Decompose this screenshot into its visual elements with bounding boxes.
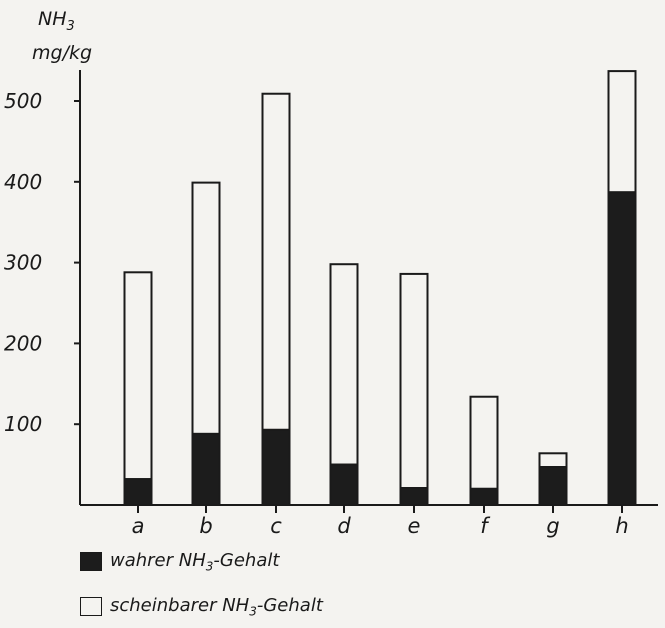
x-label-b: b — [199, 514, 212, 538]
x-label-h: h — [615, 514, 628, 538]
bar-true-c — [261, 428, 291, 506]
y-tick-label-300: 300 — [4, 251, 42, 275]
y-axis-title-sub: 3 — [66, 18, 75, 34]
bar-true-g — [538, 466, 568, 506]
x-label-g: g — [546, 514, 559, 538]
x-label-a: a — [132, 514, 145, 538]
legend-swatch-light — [80, 597, 102, 617]
y-tick-label-100: 100 — [4, 412, 42, 436]
bar-apparent-f — [469, 395, 499, 490]
bar-apparent-a — [123, 271, 153, 481]
bar-true-e — [399, 487, 429, 507]
legend-label-apparent: scheinbarer NH3-Gehalt — [110, 595, 323, 619]
bar-true-f — [469, 487, 499, 506]
x-label-c: c — [270, 514, 282, 538]
legend-item-true: wahrer NH3-Gehalt — [80, 550, 279, 574]
y-axis-title: NH3 — [38, 8, 75, 34]
bar-apparent-c — [261, 92, 291, 431]
y-axis-title-main: NH — [38, 8, 67, 30]
legend-label-true: wahrer NH3-Gehalt — [110, 550, 280, 574]
bar-chart: 100 200 300 400 500 a b c d e f g h — [4, 70, 658, 538]
y-tick-label-500: 500 — [4, 89, 42, 113]
x-label-f: f — [480, 514, 491, 538]
bar-apparent-h — [607, 70, 637, 194]
legend-item-apparent: scheinbarer NH3-Gehalt — [80, 595, 323, 619]
y-tick-label-400: 400 — [4, 170, 42, 194]
legend-swatch-dark — [80, 552, 102, 572]
bar-apparent-d — [329, 263, 359, 466]
bar-true-h — [607, 191, 637, 507]
y-axis-unit: mg/kg — [32, 42, 93, 64]
bar-true-d — [329, 463, 359, 507]
bar-true-a — [123, 478, 153, 507]
bar-apparent-b — [191, 181, 221, 435]
bar-apparent-g — [538, 452, 568, 469]
bar-apparent-e — [399, 272, 429, 490]
bar-true-b — [191, 432, 221, 506]
y-tick-label-200: 200 — [4, 331, 42, 355]
x-label-d: d — [337, 514, 351, 538]
x-label-e: e — [408, 514, 421, 538]
